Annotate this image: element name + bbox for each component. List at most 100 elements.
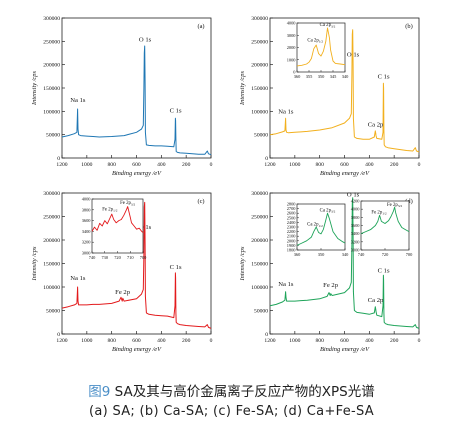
peak-label: Na 1s — [278, 281, 294, 288]
x-tick-label: 1200 — [56, 338, 67, 344]
x-tick-label: 1000 — [289, 338, 300, 344]
y-tick-label: 100000 — [43, 109, 60, 115]
series-line — [61, 45, 212, 156]
inset-y-tick-label: 4000 — [287, 21, 297, 26]
y-tick-label: 50000 — [254, 309, 268, 315]
y-tick-label: 50000 — [46, 309, 60, 315]
peak-label: Na 1s — [278, 109, 294, 116]
x-tick-label: 400 — [157, 162, 166, 168]
inset-y-tick-label: 2200 — [287, 229, 297, 234]
peak-label: C 1s — [378, 267, 390, 274]
y-tick-label: 100000 — [251, 285, 268, 291]
x-tick-label: 600 — [340, 338, 349, 344]
chart-panel: 1200 1000 800 600 400 200 00500001000001500002… — [31, 16, 213, 177]
inset-frame — [91, 198, 144, 254]
inset-y-tick-label: 2600 — [287, 211, 297, 216]
x-axis-label: Binding energy /eV — [112, 170, 162, 177]
x-tick-label: 200 — [182, 162, 191, 168]
inset-x-tick-label: 730 — [101, 255, 108, 260]
y-tick-label: 300000 — [43, 191, 60, 197]
inset-y-tick-label: 2400 — [287, 220, 297, 225]
inset-x-tick-label: 360 — [294, 74, 301, 79]
inset-y-tick-label: 1000 — [287, 57, 297, 62]
inset-y-tick-label: 3000 — [351, 248, 361, 253]
inset-frame — [360, 200, 410, 251]
inset-x-tick-label: 345 — [330, 74, 337, 79]
peak-label: Ca 2p — [368, 121, 384, 128]
inset-panel: 740 730 720 710 700 3000 3200 3400 3600 3800 4000 F… — [82, 197, 147, 261]
chart-panel: 1200 1000 800 600 400 200 00500001000001500002… — [239, 191, 421, 353]
panel-label: (a) — [197, 23, 204, 30]
x-tick-label: 1000 — [81, 338, 92, 344]
inset-series-line — [360, 206, 410, 235]
inset-y-tick-label: 3400 — [82, 229, 92, 234]
y-axis-label: Intensity /cps — [31, 246, 38, 281]
inset-y-tick-label: 3400 — [351, 231, 361, 236]
y-tick-label: 200000 — [43, 63, 60, 69]
x-tick-label: 600 — [132, 338, 141, 344]
x-axis-label: Binding energy /eV — [320, 346, 370, 353]
inset-x-tick-label: 340 — [342, 252, 349, 257]
inset-x-tick-label: 720 — [382, 252, 389, 257]
inset-x-tick-label: 340 — [342, 74, 349, 79]
inset-x-tick-label: 700 — [140, 255, 147, 260]
series-line — [269, 197, 420, 329]
y-axis-label: Intensity /cps — [31, 71, 38, 106]
y-tick-label: 50000 — [254, 133, 268, 139]
inset-series-line — [296, 27, 346, 67]
x-tick-label: 200 — [390, 162, 399, 168]
chart-panel: 1200 1000 800 600 400 200 00500001000001500002… — [239, 16, 421, 177]
peak-label: O 1s — [347, 51, 360, 58]
inset-x-tick-label: 740 — [358, 252, 365, 257]
peak-label: Fe 2p — [323, 282, 339, 289]
y-tick-label: 300000 — [43, 16, 60, 22]
inset-y-tick-label: 3000 — [287, 33, 297, 38]
y-axis-label: Intensity /cps — [239, 71, 246, 106]
peak-label: Na 1s — [70, 97, 86, 104]
y-tick-label: 0 — [57, 156, 60, 162]
inset-y-tick-label: 2100 — [287, 234, 297, 239]
inset-y-tick-label: 3200 — [351, 239, 361, 244]
x-tick-label: 600 — [132, 162, 141, 168]
inset-y-tick-label: 2500 — [287, 215, 297, 220]
inset-x-tick-label: 710 — [127, 255, 134, 260]
inset-peak-label: Fe 2p1/2 — [371, 210, 386, 215]
x-tick-label: 1200 — [264, 338, 275, 344]
x-tick-label: 400 — [157, 338, 166, 344]
inset-y-tick-label: 1900 — [287, 243, 297, 248]
chart-panel: 1200 1000 800 600 400 200 00500001000001500002… — [31, 191, 213, 353]
inset-y-tick-label: 2800 — [287, 202, 297, 207]
inset-frame — [296, 22, 346, 73]
y-tick-label: 0 — [57, 332, 60, 338]
inset-x-tick-label: 355 — [306, 74, 313, 79]
y-tick-label: 100000 — [251, 109, 268, 115]
inset-panel: 360 355 350 345 340 0 1000 2000 3000 4000 Ca 2p1/2… — [287, 21, 349, 80]
y-tick-label: 50000 — [46, 133, 60, 139]
peak-label: O 1s — [139, 224, 152, 231]
x-tick-label: 0 — [418, 338, 421, 344]
series-line — [269, 29, 420, 153]
inset-peak-label: Ca 2p3/2 — [320, 23, 336, 28]
peak-label: O 1s — [347, 191, 360, 198]
inset-y-tick-label: 3800 — [82, 207, 92, 212]
peak-label: O 1s — [139, 36, 152, 43]
inset-x-tick-label: 720 — [114, 255, 121, 260]
x-tick-label: 1200 — [264, 162, 275, 168]
y-tick-label: 250000 — [251, 215, 268, 221]
inset-y-tick-label: 3600 — [82, 218, 92, 223]
peak-label: Fe 2p — [115, 289, 131, 296]
x-tick-label: 1000 — [81, 162, 92, 168]
y-tick-label: 0 — [265, 156, 268, 162]
panel-label: (c) — [197, 198, 204, 205]
panel-label: (b) — [405, 23, 412, 30]
x-axis-label: Binding energy /eV — [320, 170, 370, 177]
inset-y-tick-label: 4000 — [351, 207, 361, 212]
inset-y-tick-label: 0 — [293, 70, 296, 75]
peak-label: C 1s — [378, 74, 390, 81]
inset-y-tick-label: 3000 — [82, 251, 92, 256]
inset-y-tick-label: 3600 — [351, 223, 361, 228]
y-tick-label: 200000 — [251, 238, 268, 244]
inset-peak-label: Fe 2p1/2 — [102, 207, 117, 212]
y-tick-label: 300000 — [251, 16, 268, 22]
